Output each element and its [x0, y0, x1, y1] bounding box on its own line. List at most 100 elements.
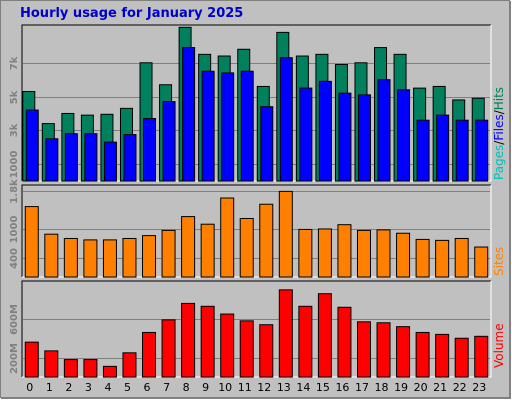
- bar-files: [397, 89, 411, 182]
- bar-files: [318, 80, 332, 182]
- bar-sites: [317, 228, 332, 278]
- bar-sites: [83, 239, 98, 278]
- bar-volume: [102, 365, 117, 378]
- xtick-label: 11: [238, 381, 252, 394]
- bar-sites: [161, 229, 176, 278]
- legend-pages: Pages: [492, 145, 506, 180]
- legend-files: Files: [492, 114, 506, 140]
- bar-volume: [396, 326, 411, 378]
- bar-files: [25, 109, 39, 182]
- bar-volume: [415, 331, 430, 378]
- bar-sites: [337, 224, 352, 278]
- bar-volume: [122, 352, 137, 378]
- legend-hits: Hits: [492, 87, 506, 110]
- bar-volume: [259, 324, 274, 378]
- ytick-label: 1.8k: [9, 179, 20, 204]
- bar-files: [475, 119, 489, 182]
- xtick-label: 9: [202, 381, 209, 394]
- legend-pages-files-hits: Pages/Files/Hits: [492, 87, 506, 180]
- xtick-label: 6: [144, 381, 151, 394]
- xtick-label: 2: [65, 381, 72, 394]
- bar-volume: [181, 302, 196, 378]
- panel-sites: [22, 185, 491, 277]
- bar-files: [436, 114, 450, 182]
- panel-edge-dark: [21, 184, 491, 277]
- panel-edge-dark: [21, 280, 491, 377]
- xtick-label: 1: [46, 381, 53, 394]
- xtick-label: 15: [316, 381, 330, 394]
- bar-files: [279, 57, 293, 182]
- bar-files: [123, 134, 137, 182]
- bar-files: [182, 47, 196, 182]
- bar-sites: [239, 217, 254, 278]
- bar-files: [299, 87, 313, 182]
- xtick-label: 21: [433, 381, 447, 394]
- legend-sites: Sites: [492, 247, 506, 276]
- legend-volume: Volume: [492, 323, 506, 368]
- bar-files: [377, 79, 391, 182]
- ytick-label: 5k: [9, 90, 20, 104]
- chart-title: Hourly usage for January 2025: [20, 6, 244, 21]
- xtick-label: 7: [163, 381, 170, 394]
- panel-edge-light: [22, 185, 492, 278]
- bar-volume: [161, 319, 176, 378]
- xtick-label: 18: [375, 381, 389, 394]
- panel-edge-light: [22, 281, 492, 378]
- bar-files: [201, 70, 215, 182]
- bar-sites: [415, 238, 430, 278]
- legend-sep1: /: [492, 140, 506, 145]
- bar-files: [162, 101, 176, 182]
- bar-files: [103, 141, 117, 182]
- bar-volume: [376, 322, 391, 378]
- bar-volume: [220, 313, 235, 378]
- bar-volume: [474, 335, 489, 378]
- xtick-label: 19: [394, 381, 408, 394]
- legend-sep2: /: [492, 109, 506, 114]
- bar-sites: [278, 190, 293, 278]
- bar-files: [64, 133, 78, 182]
- xtick-label: 16: [335, 381, 349, 394]
- bar-volume: [142, 331, 157, 378]
- bar-files: [416, 119, 430, 182]
- bar-sites: [396, 232, 411, 278]
- panel-pages-files-hits: [22, 25, 491, 181]
- xtick-label: 5: [124, 381, 131, 394]
- xtick-label: 3: [85, 381, 92, 394]
- bar-volume: [337, 306, 352, 378]
- xtick-label: 10: [218, 381, 232, 394]
- bar-sites: [474, 246, 489, 278]
- bar-sites: [181, 216, 196, 278]
- ytick-label: 1000: [9, 151, 20, 179]
- xtick-label: 14: [296, 381, 310, 394]
- xtick-label: 20: [414, 381, 428, 394]
- ytick-label: 3k: [9, 123, 20, 137]
- xtick-label: 23: [472, 381, 486, 394]
- bar-sites: [376, 229, 391, 278]
- xtick-label: 22: [453, 381, 467, 394]
- xtick-label: 4: [104, 381, 111, 394]
- panel-edge-dark: [21, 24, 491, 181]
- bar-sites: [63, 237, 78, 278]
- bar-volume: [454, 337, 469, 378]
- bar-volume: [435, 333, 450, 378]
- panel-edge-light: [22, 25, 492, 182]
- ytick-label: 1000: [9, 216, 20, 244]
- bar-volume: [298, 305, 313, 378]
- bar-files: [338, 92, 352, 182]
- bar-volume: [278, 289, 293, 378]
- bar-files: [143, 118, 157, 182]
- panel-volume: [22, 281, 491, 377]
- xtick-label: 17: [355, 381, 369, 394]
- bar-files: [221, 72, 235, 182]
- bar-sites: [122, 237, 137, 278]
- bar-sites: [220, 197, 235, 278]
- bar-sites: [435, 239, 450, 278]
- bar-sites: [259, 203, 274, 278]
- bar-volume: [44, 350, 59, 378]
- bar-files: [260, 106, 274, 182]
- bar-files: [45, 138, 59, 182]
- bar-volume: [239, 320, 254, 378]
- bar-volume: [317, 293, 332, 378]
- bar-sites: [298, 228, 313, 278]
